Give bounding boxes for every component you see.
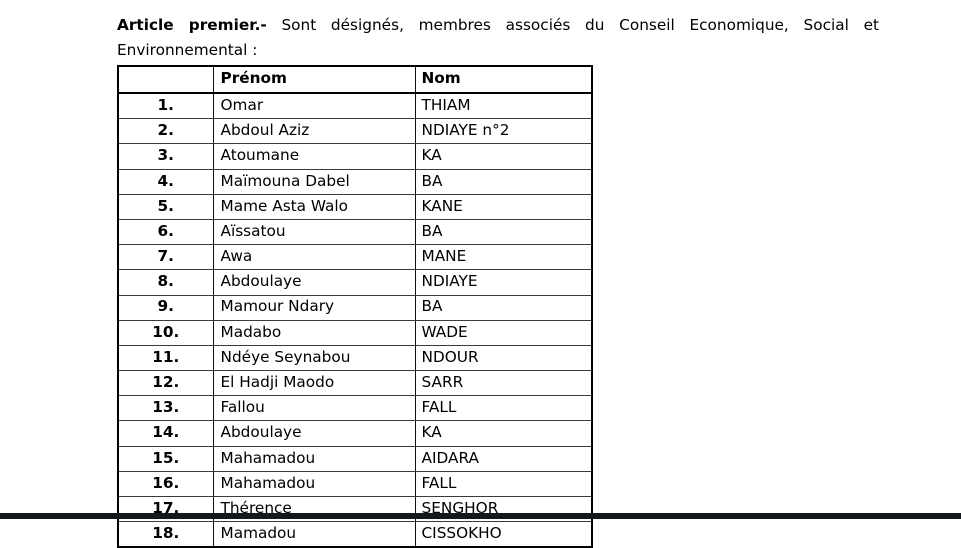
row-number: 5. (118, 193, 214, 220)
table-row: 6. Aïssatou BA (118, 218, 592, 246)
row-last-name: BA (414, 294, 592, 321)
table-row: 16. Mahamadou FALL (118, 470, 592, 498)
row-last-name: NDOUR (414, 344, 592, 372)
row-last-name: BA (414, 218, 592, 246)
row-first-name: Mahamadou (212, 470, 416, 498)
row-number: 3. (118, 143, 214, 170)
table-row: 10. Madabo WADE (118, 319, 592, 346)
row-last-name: AIDARA (414, 445, 592, 472)
table-row: 11. Ndéye Seynabou NDOUR (118, 344, 592, 372)
table-row: 13. Fallou FALL (118, 395, 592, 422)
table-body: 1. Omar THIAM 2. Abdoul Aziz NDIAYE n°2 3. Atou… (118, 93, 592, 548)
row-first-name: Mahamadou (212, 445, 416, 472)
table-row: 8. Abdoulaye NDIAYE (118, 269, 592, 296)
table-header-row: Prénom Nom (118, 66, 592, 94)
column-header-number (118, 66, 214, 94)
table-row: 12. El Hadji Maodo SARR (118, 370, 592, 397)
row-number: 14. (118, 420, 214, 447)
row-first-name: Maïmouna Dabel (212, 168, 416, 195)
row-last-name: MANE (414, 244, 592, 271)
row-first-name: El Hadji Maodo (212, 370, 416, 397)
row-last-name: BA (414, 168, 592, 195)
row-first-name: Fallou (212, 395, 416, 422)
column-header-first-name: Prénom (212, 66, 416, 94)
table-row: 4. Maïmouna Dabel BA (118, 168, 592, 195)
row-first-name: Atoumane (212, 143, 416, 170)
row-number: 16. (118, 470, 214, 498)
row-last-name: KA (414, 143, 592, 170)
table-header: Prénom Nom (118, 66, 592, 94)
row-last-name: FALL (414, 470, 592, 498)
column-header-last-name: Nom (414, 66, 592, 94)
row-last-name: KA (414, 420, 592, 447)
table-row: 18. Mamadou CISSOKHO (118, 521, 592, 548)
row-last-name: SARR (414, 370, 592, 397)
table-row: 3. Atoumane KA (118, 143, 592, 170)
row-number: 13. (118, 395, 214, 422)
article-lead-label: Article premier.- (117, 16, 267, 35)
table-row: 5. Mame Asta Walo KANE (118, 193, 592, 220)
row-last-name: KANE (414, 193, 592, 220)
article-body-text: Sont désignés, membres associés du Conse… (117, 16, 879, 60)
row-number: 2. (118, 118, 214, 145)
row-number: 9. (118, 294, 214, 321)
row-first-name: Ndéye Seynabou (212, 344, 416, 372)
row-first-name: Madabo (212, 319, 416, 346)
row-number: 18. (118, 521, 214, 548)
table-row: 7. Awa MANE (118, 244, 592, 271)
row-number: 11. (118, 344, 214, 372)
row-last-name: WADE (414, 319, 592, 346)
row-number: 10. (118, 319, 214, 346)
table-row: 9. Mamour Ndary BA (118, 294, 592, 321)
members-table: Prénom Nom 1. Omar THIAM 2. Abdoul Aziz NDIAY… (117, 65, 593, 548)
table-row: 1. Omar THIAM (118, 93, 592, 120)
row-number: 8. (118, 269, 214, 296)
row-number: 6. (118, 218, 214, 246)
row-number: 12. (118, 370, 214, 397)
row-first-name: Awa (212, 244, 416, 271)
row-first-name: Omar (212, 93, 416, 120)
table-row: 15. Mahamadou AIDARA (118, 445, 592, 472)
row-number: 4. (118, 168, 214, 195)
row-first-name: Abdoulaye (212, 269, 416, 296)
row-first-name: Mamour Ndary (212, 294, 416, 321)
members-table-container: Prénom Nom 1. Omar THIAM 2. Abdoul Aziz NDIAY… (117, 65, 593, 548)
table-row: 2. Abdoul Aziz NDIAYE n°2 (118, 118, 592, 145)
row-last-name: CISSOKHO (414, 521, 592, 548)
article-paragraph: Article premier.- Sont désignés, membres… (117, 13, 879, 63)
bottom-edge-band (0, 513, 961, 519)
table-row: 14. Abdoulaye KA (118, 420, 592, 447)
row-number: 7. (118, 244, 214, 271)
row-first-name: Abdoul Aziz (212, 118, 416, 145)
row-first-name: Mame Asta Walo (212, 193, 416, 220)
row-first-name: Mamadou (212, 521, 416, 548)
row-number: 15. (118, 445, 214, 472)
row-last-name: NDIAYE n°2 (414, 118, 592, 145)
row-last-name: NDIAYE (414, 269, 592, 296)
row-first-name: Abdoulaye (212, 420, 416, 447)
row-last-name: FALL (414, 395, 592, 422)
row-last-name: THIAM (414, 93, 592, 120)
row-number: 1. (118, 93, 214, 120)
row-first-name: Aïssatou (212, 218, 416, 246)
